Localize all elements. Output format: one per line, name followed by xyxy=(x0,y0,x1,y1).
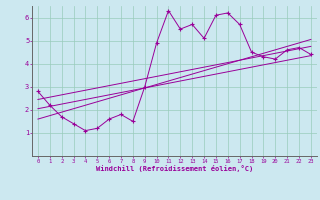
X-axis label: Windchill (Refroidissement éolien,°C): Windchill (Refroidissement éolien,°C) xyxy=(96,165,253,172)
